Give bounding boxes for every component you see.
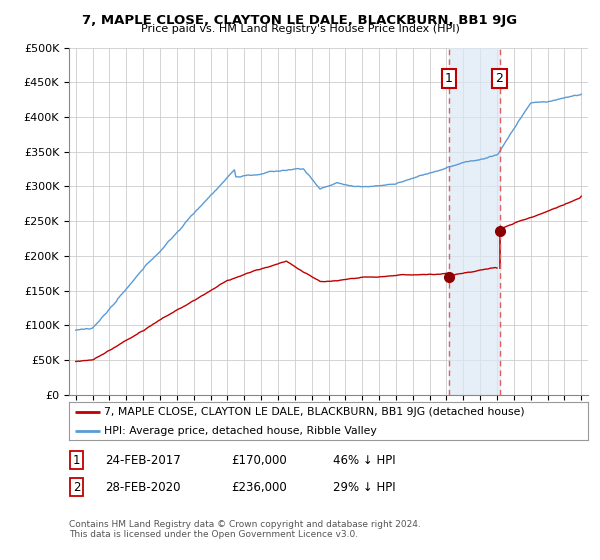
Text: 1: 1 [445,72,453,85]
Text: 7, MAPLE CLOSE, CLAYTON LE DALE, BLACKBURN, BB1 9JG: 7, MAPLE CLOSE, CLAYTON LE DALE, BLACKBU… [82,14,518,27]
Text: 46% ↓ HPI: 46% ↓ HPI [333,454,395,467]
Text: £170,000: £170,000 [231,454,287,467]
Text: Price paid vs. HM Land Registry's House Price Index (HPI): Price paid vs. HM Land Registry's House … [140,24,460,34]
Text: 2: 2 [496,72,503,85]
Text: 29% ↓ HPI: 29% ↓ HPI [333,480,395,494]
Text: HPI: Average price, detached house, Ribble Valley: HPI: Average price, detached house, Ribb… [104,426,377,436]
Text: 2: 2 [73,480,80,494]
Text: 24-FEB-2017: 24-FEB-2017 [105,454,181,467]
Text: 28-FEB-2020: 28-FEB-2020 [105,480,181,494]
Text: 7, MAPLE CLOSE, CLAYTON LE DALE, BLACKBURN, BB1 9JG (detached house): 7, MAPLE CLOSE, CLAYTON LE DALE, BLACKBU… [104,407,525,417]
Text: Contains HM Land Registry data © Crown copyright and database right 2024.
This d: Contains HM Land Registry data © Crown c… [69,520,421,539]
Text: 1: 1 [73,454,80,467]
Text: £236,000: £236,000 [231,480,287,494]
Bar [449,48,500,395]
